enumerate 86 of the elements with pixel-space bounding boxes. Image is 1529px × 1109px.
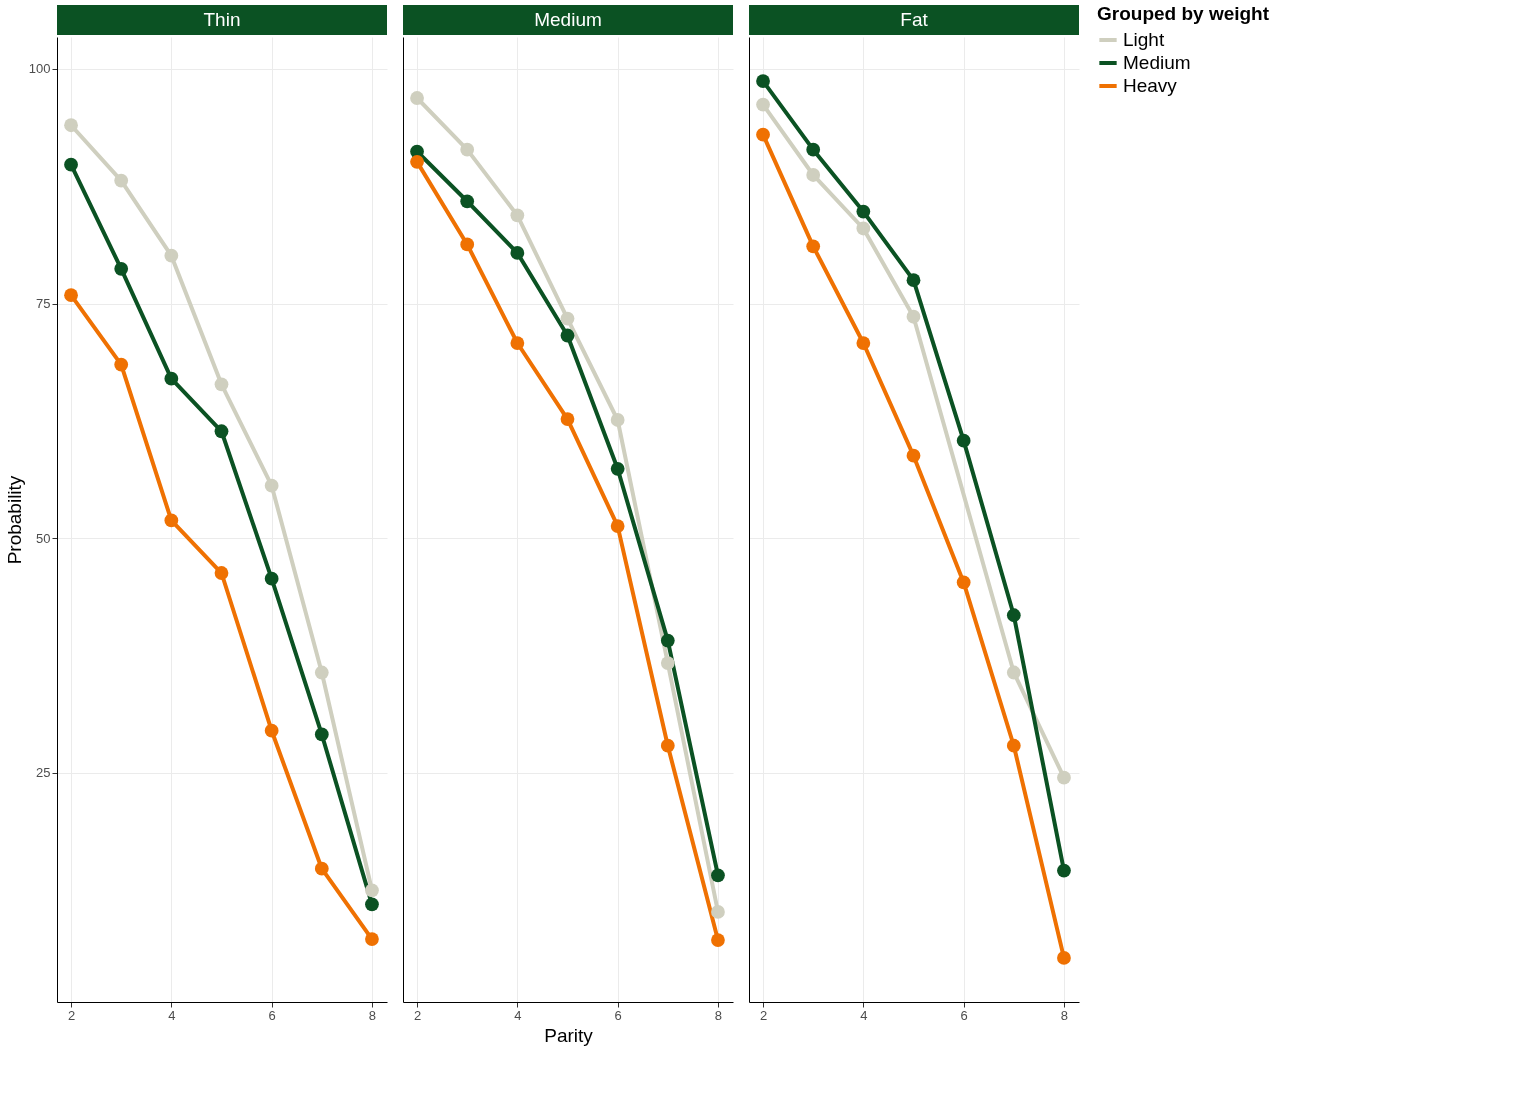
point <box>660 633 675 648</box>
point <box>956 575 971 590</box>
point <box>64 157 78 172</box>
x-tick-label: 8 <box>714 1007 723 1023</box>
point <box>856 221 871 236</box>
point <box>906 273 921 288</box>
point <box>64 118 78 133</box>
point <box>610 461 625 476</box>
point <box>1006 608 1021 623</box>
point <box>1057 770 1071 785</box>
point <box>264 478 279 493</box>
point <box>164 248 179 263</box>
point <box>756 127 770 142</box>
point <box>660 656 675 670</box>
point <box>164 371 179 386</box>
legend-label: Light <box>1123 29 1165 50</box>
point <box>711 933 725 947</box>
point <box>114 357 129 372</box>
point <box>460 142 475 157</box>
point <box>806 168 821 182</box>
y-tick-label: 100 <box>28 61 51 77</box>
point <box>1006 665 1021 680</box>
y-tick-label: 75 <box>36 296 51 312</box>
point <box>806 142 821 157</box>
point <box>365 883 379 898</box>
point <box>214 566 229 580</box>
point <box>114 173 129 188</box>
point <box>560 412 575 426</box>
point <box>906 309 921 324</box>
point <box>264 571 279 586</box>
point <box>560 311 575 326</box>
point <box>610 413 625 427</box>
legend-title: Grouped by weight <box>1097 3 1270 24</box>
x-tick-label: 2 <box>759 1007 768 1023</box>
point <box>314 665 329 680</box>
x-axis-title: Parity <box>544 1024 594 1046</box>
point <box>510 208 525 223</box>
y-tick-label: 50 <box>36 530 51 546</box>
point <box>711 905 725 919</box>
chart-title: Thin <box>203 9 241 30</box>
point <box>460 194 475 209</box>
point <box>906 448 921 463</box>
point <box>1057 863 1071 878</box>
point <box>756 97 770 112</box>
point <box>756 74 770 88</box>
chart-title: Fat <box>900 9 929 30</box>
point <box>856 336 871 350</box>
legend-label: Medium <box>1123 52 1191 73</box>
point <box>214 377 229 392</box>
point <box>610 519 625 533</box>
point <box>410 91 424 105</box>
point <box>956 433 971 448</box>
point <box>314 727 329 742</box>
point <box>460 237 475 252</box>
point <box>1057 951 1071 965</box>
x-tick-label: 4 <box>514 1007 522 1023</box>
legend-label: Heavy <box>1123 75 1178 96</box>
point <box>711 868 725 883</box>
y-axis-title: Probability <box>3 475 25 565</box>
point <box>264 723 279 738</box>
x-tick-label: 2 <box>413 1007 422 1023</box>
x-tick-label: 8 <box>1060 1007 1069 1023</box>
point <box>510 246 525 260</box>
point <box>365 932 379 946</box>
x-tick-label: 6 <box>614 1007 622 1023</box>
point <box>164 513 179 528</box>
point <box>560 328 575 343</box>
point <box>64 288 78 303</box>
point <box>856 204 871 219</box>
y-tick-label: 25 <box>36 765 51 781</box>
point <box>314 861 329 876</box>
x-tick-label: 4 <box>860 1007 868 1023</box>
point <box>365 897 379 912</box>
point <box>214 424 229 439</box>
point <box>1006 738 1021 753</box>
x-tick-label: 2 <box>67 1007 76 1023</box>
chart-title: Medium <box>534 9 602 30</box>
point <box>660 738 675 753</box>
x-tick-label: 4 <box>168 1007 176 1023</box>
point <box>510 336 525 350</box>
point <box>410 154 424 169</box>
x-tick-label: 8 <box>368 1007 377 1023</box>
x-tick-label: 6 <box>268 1007 276 1023</box>
point <box>806 239 821 254</box>
point <box>114 261 129 276</box>
x-tick-label: 6 <box>960 1007 968 1023</box>
